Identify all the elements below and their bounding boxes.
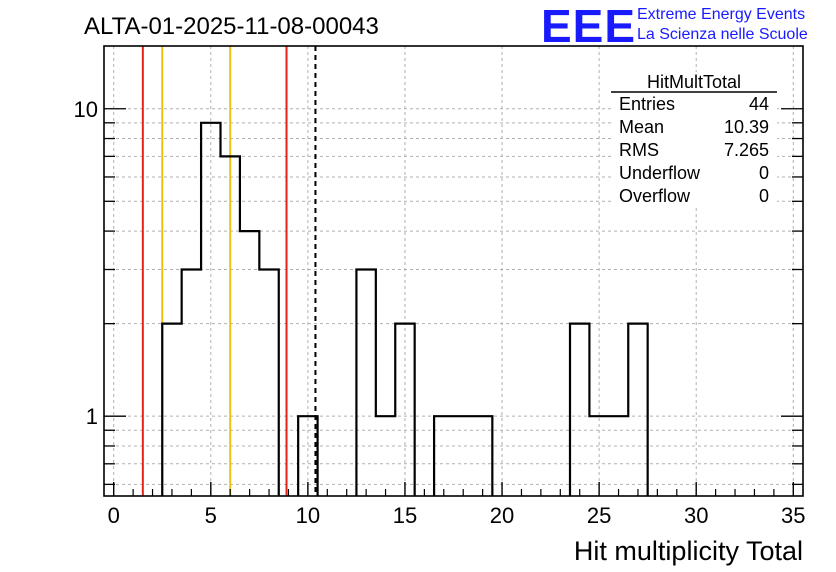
marker-lines	[141, 46, 317, 496]
axis-ticks	[104, 108, 803, 496]
stats-value-underflow: 0	[759, 163, 769, 183]
stats-value-mean: 10.39	[724, 117, 769, 137]
plot-frame	[103, 45, 804, 497]
y-tick-label: 1	[86, 404, 98, 429]
axis-tick-labels: 0 5 10 15 20 25 30 35 1 10	[74, 97, 806, 528]
logo-line1: Extreme Energy Events	[637, 6, 805, 23]
stats-label-mean: Mean	[619, 117, 664, 137]
x-tick-label: 10	[296, 503, 320, 528]
stats-box: HitMultTotal Entries 44 Mean 10.39 RMS 7.265 U…	[611, 72, 777, 208]
stats-label-entries: Entries	[619, 94, 675, 114]
stats-rows: Entries 44 Mean 10.39 RMS 7.265 Underflow 0 Over…	[619, 94, 769, 206]
x-tick-label: 35	[781, 503, 805, 528]
stats-value-overflow: 0	[759, 186, 769, 206]
logo-line2: La Scienza nelle Scuole	[637, 26, 808, 43]
x-tick-label: 0	[108, 503, 120, 528]
histogram-outline	[161, 121, 649, 496]
stats-label-overflow: Overflow	[619, 186, 691, 206]
x-axis-label: Hit multiplicity Total	[574, 536, 803, 566]
stats-value-entries: 44	[749, 94, 769, 114]
stats-value-rms: 7.265	[724, 140, 769, 160]
x-tick-label: 25	[587, 503, 611, 528]
stats-label-underflow: Underflow	[619, 163, 701, 183]
x-tick-label: 15	[393, 503, 417, 528]
eee-logo: EEE Extreme Energy Events La Scienza nel…	[541, 0, 808, 52]
chart-title: ALTA-01-2025-11-08-00043	[84, 13, 379, 40]
x-tick-label: 5	[205, 503, 217, 528]
logo-mark: EEE	[541, 0, 636, 52]
stats-label-rms: RMS	[619, 140, 659, 160]
y-tick-label: 10	[74, 97, 98, 122]
x-tick-label: 20	[490, 503, 514, 528]
x-tick-label: 30	[684, 503, 708, 528]
stats-box-background	[611, 72, 777, 208]
stats-box-title: HitMultTotal	[647, 72, 741, 92]
